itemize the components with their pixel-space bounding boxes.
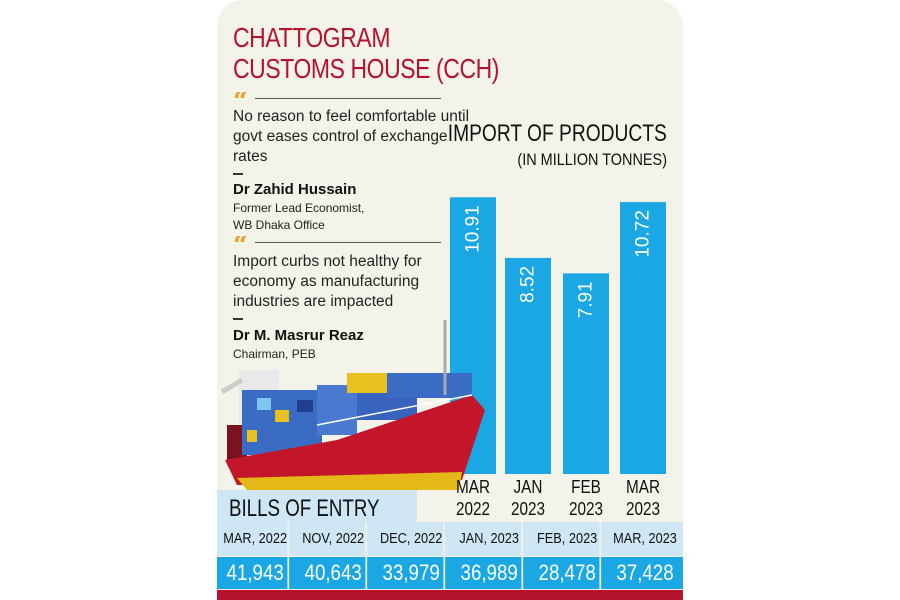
data-label: 7.91	[576, 281, 597, 318]
x-tick-label: JAN 2023	[507, 476, 550, 520]
container-ship-illustration	[220, 320, 485, 490]
data-label: 10.72	[633, 210, 654, 258]
x-tick-label-line: 2023	[625, 499, 661, 519]
data-label: 10.91	[463, 205, 484, 253]
footer-strip	[217, 590, 683, 600]
divider	[255, 98, 441, 99]
table-header-cell: JAN, 2023	[457, 522, 524, 556]
x-tick-label-line: MAR	[456, 477, 490, 497]
quote-text: No reason to feel comfortable until govt…	[233, 108, 470, 165]
x-tick-label-line: FEB	[571, 477, 601, 497]
table-header-cell: DEC, 2022	[379, 522, 446, 556]
quote-text: Import curbs not healthy for economy as …	[233, 253, 422, 310]
table-cell: 28,478	[535, 557, 602, 589]
quote-author: Dr M. Masrur Reaz	[233, 327, 364, 344]
table-header-cell: FEB, 2023	[535, 522, 602, 556]
x-tick-label: FEB 2023	[565, 476, 608, 520]
chart-subtitle: (IN MILLION TONNES)	[517, 150, 667, 169]
bills-values-row: 41,943 40,643 33,979 36,989 28,478 37,42…	[217, 557, 683, 589]
table-cell: 37,428	[616, 560, 674, 585]
bills-header-bg	[217, 490, 417, 522]
table-header-cell: MAR, 2023	[613, 530, 677, 547]
x-tick-label-line: 2023	[510, 499, 546, 519]
x-tick-label: MAR 2022	[452, 476, 495, 520]
bar	[620, 202, 666, 475]
divider	[255, 242, 441, 243]
title-line-2: CUSTOMS HOUSE (CCH)	[233, 53, 500, 84]
x-tick-label-line: JAN	[513, 477, 543, 497]
table-cell: 33,979	[379, 557, 446, 589]
table-cell: 40,643	[301, 557, 368, 589]
chart-title: IMPORT OF PRODUCTS	[447, 120, 667, 147]
quote-author-role: Former Lead Economist,	[233, 201, 365, 215]
bills-title: BILLS OF ENTRY	[229, 495, 380, 522]
quote-author-role: WB Dhaka Office	[233, 218, 325, 232]
page-title: CHATTOGRAM CUSTOMS HOUSE (CCH)	[233, 22, 499, 84]
x-tick-label: MAR 2023	[622, 476, 665, 520]
x-tick-label-line: MAR	[626, 477, 660, 497]
table-cell: 36,989	[457, 557, 524, 589]
quote-mark-icon: “	[233, 236, 248, 250]
title-line-1: CHATTOGRAM	[233, 22, 391, 53]
table-header-cell: MAR, 2022	[223, 522, 290, 556]
bar-chart: 10.91 8.52 7.91 10.72	[220, 197, 666, 490]
divider	[233, 173, 243, 175]
infographic-card: CHATTOGRAM CUSTOMS HOUSE (CCH) “ No reas…	[217, 0, 683, 600]
divider	[233, 318, 243, 320]
x-tick-label-line: 2022	[455, 499, 491, 519]
x-tick-label-line: 2023	[568, 499, 604, 519]
quote-author-role: Chairman, PEB	[233, 347, 316, 361]
bar	[505, 257, 551, 474]
table-header-cell: NOV, 2022	[301, 522, 368, 556]
quote-author: Dr Zahid Hussain	[233, 181, 357, 198]
quote-mark-icon: “	[233, 92, 248, 106]
bar	[563, 273, 609, 474]
data-label: 8.52	[518, 266, 539, 303]
table-cell: 41,943	[223, 557, 290, 589]
bills-months-row: MAR, 2022 NOV, 2022 DEC, 2022 JAN, 2023 …	[217, 522, 683, 556]
